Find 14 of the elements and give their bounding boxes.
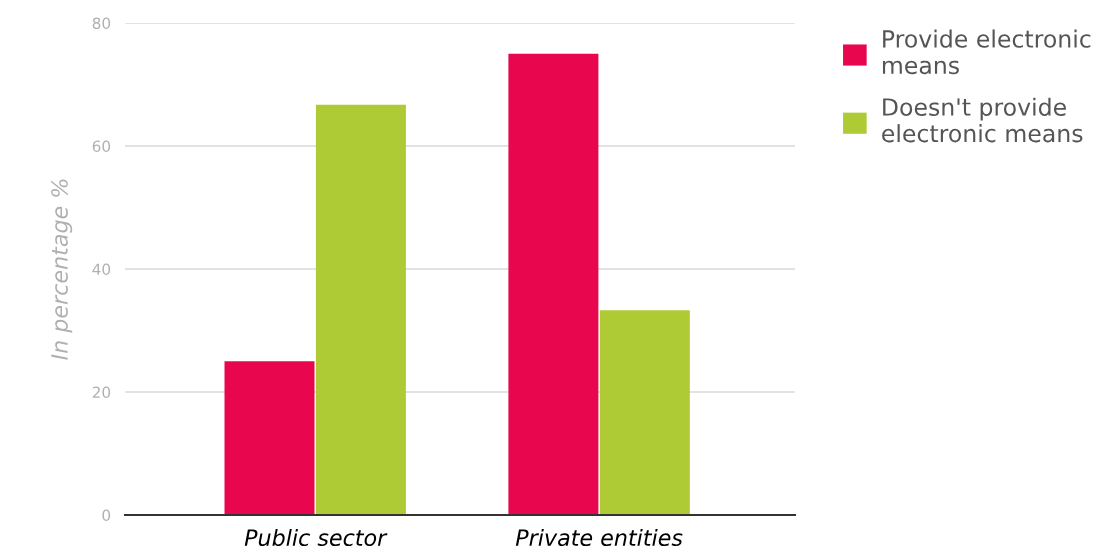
bar xyxy=(599,310,690,515)
bar xyxy=(224,361,315,515)
y-tick-label: 0 xyxy=(102,509,111,522)
y-tick-label: 40 xyxy=(92,263,111,276)
bar xyxy=(315,104,406,515)
x-tick-label: Private entities xyxy=(515,528,683,547)
legend-label: Provide electronic means xyxy=(882,29,1091,75)
y-tick-label: 60 xyxy=(92,140,111,153)
x-tick-label: Public sector xyxy=(244,528,388,547)
bar xyxy=(508,53,599,515)
y-tick-label: 80 xyxy=(92,17,111,30)
legend-label: Doesn't provide electronic means xyxy=(882,97,1083,143)
y-axis-title: In percentage % xyxy=(51,179,73,360)
y-tick-label: 20 xyxy=(92,386,111,399)
